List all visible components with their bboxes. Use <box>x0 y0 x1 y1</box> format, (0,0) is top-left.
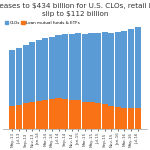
Bar <box>29 102 35 129</box>
Bar <box>121 108 128 129</box>
Bar <box>75 100 81 129</box>
Bar <box>49 37 55 99</box>
Bar <box>22 45 29 104</box>
Bar <box>128 108 134 129</box>
Bar <box>135 27 141 108</box>
Bar <box>9 106 15 129</box>
Bar <box>115 107 121 129</box>
Bar <box>82 102 88 129</box>
Bar <box>16 48 22 105</box>
Bar <box>9 50 15 106</box>
Bar <box>69 100 75 129</box>
Bar <box>95 33 101 103</box>
Bar <box>88 33 94 102</box>
Bar <box>95 103 101 129</box>
Bar <box>62 99 68 129</box>
Bar <box>88 102 94 129</box>
Bar <box>121 31 128 108</box>
Bar <box>16 105 22 129</box>
Legend: CLOs, Loan mutual funds & ETFs: CLOs, Loan mutual funds & ETFs <box>5 21 80 25</box>
Bar <box>62 34 68 99</box>
Bar <box>22 103 29 129</box>
Bar <box>42 100 48 129</box>
Bar <box>56 98 62 129</box>
Bar <box>102 32 108 104</box>
Title: increases to $434 billion for U.S. CLOs, retail loan
slip to $112 billion: increases to $434 billion for U.S. CLOs,… <box>0 3 150 17</box>
Bar <box>29 42 35 102</box>
Bar <box>102 104 108 129</box>
Bar <box>36 101 42 129</box>
Bar <box>36 40 42 101</box>
Bar <box>69 34 75 100</box>
Bar <box>49 99 55 129</box>
Bar <box>115 32 121 107</box>
Bar <box>135 108 141 129</box>
Bar <box>128 29 134 108</box>
Bar <box>108 106 114 129</box>
Bar <box>56 35 62 98</box>
Bar <box>75 33 81 100</box>
Bar <box>108 33 114 106</box>
Bar <box>82 34 88 102</box>
Bar <box>42 38 48 100</box>
